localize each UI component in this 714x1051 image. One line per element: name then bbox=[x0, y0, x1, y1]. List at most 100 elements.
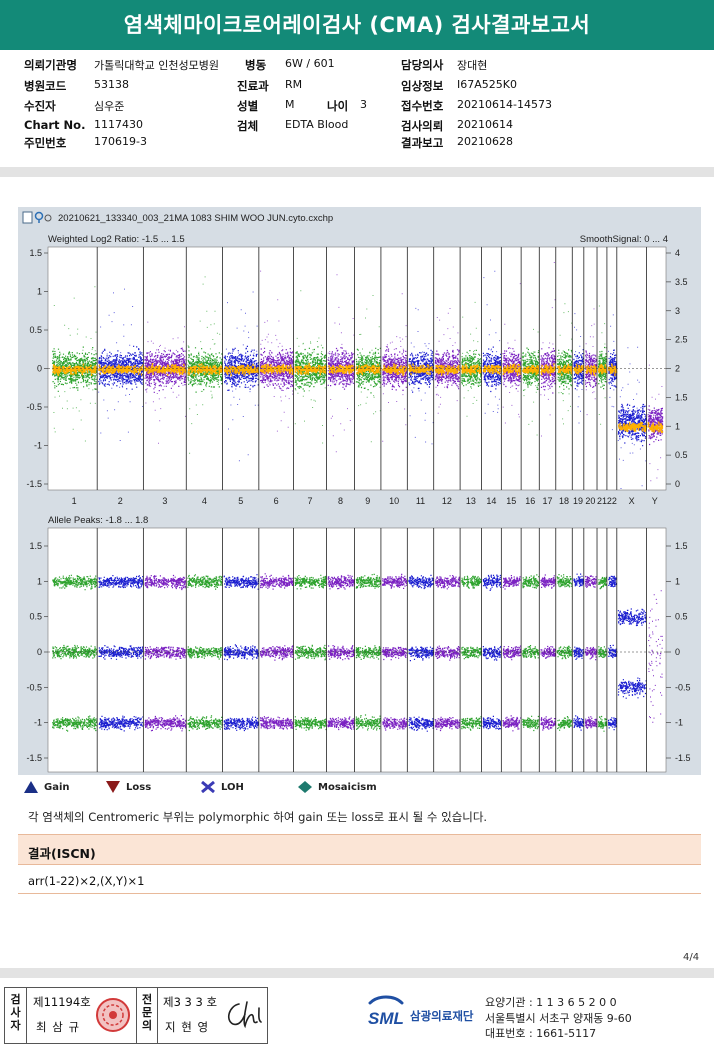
chromosome-label: 10 bbox=[389, 496, 399, 506]
allele-points-chr-3 bbox=[144, 574, 187, 732]
cma-figure: 20210621_133340_003_21MA 1083 SHIM WOO J… bbox=[18, 207, 701, 775]
chromosome-label: 11 bbox=[416, 496, 425, 506]
log2-outliers-chr-X bbox=[617, 346, 647, 489]
y2-tick-label: 2 bbox=[675, 364, 680, 374]
smooth-signal-chr-14 bbox=[482, 364, 502, 375]
y2-tick-label: 0.5 bbox=[675, 612, 688, 622]
loss-triangle-icon bbox=[106, 781, 120, 793]
log2-points-chr-9 bbox=[355, 347, 381, 394]
chromosome-label: 3 bbox=[162, 496, 167, 506]
y-tick-label: 1 bbox=[37, 576, 42, 586]
lab-role: 검사자 bbox=[5, 988, 27, 1043]
info-label: 접수번호 bbox=[401, 99, 444, 113]
info-label: 검체 bbox=[237, 119, 259, 133]
allele-points-chr-4 bbox=[187, 574, 223, 732]
chromosome-7-data bbox=[294, 290, 327, 731]
chromosome-17-data bbox=[540, 262, 556, 731]
chromosome-16-data bbox=[522, 328, 540, 732]
allele-points-chr-16 bbox=[522, 574, 540, 732]
smooth-signal-chr-5 bbox=[223, 363, 259, 377]
log2-points-chr-11 bbox=[408, 349, 434, 393]
md-name: 지 현 영 bbox=[165, 1020, 210, 1034]
y-tick-label: -1 bbox=[34, 718, 42, 728]
legend: Gain Loss LOH Mosaicism bbox=[18, 778, 701, 800]
y2-tick-label: 3.5 bbox=[675, 277, 688, 287]
info-value: 3 bbox=[360, 98, 367, 111]
result-heading: 결과(ISCN) bbox=[18, 834, 701, 865]
info-value: 20210614 bbox=[457, 118, 513, 131]
separator-band bbox=[0, 968, 714, 978]
allele-points-chr-5 bbox=[223, 574, 259, 732]
smooth-signal-chr-1 bbox=[52, 363, 97, 377]
md-role-text: 전문의 bbox=[141, 993, 153, 1032]
y2-tick-label: 2.5 bbox=[675, 335, 688, 345]
handwritten-signature bbox=[227, 1001, 262, 1029]
page-number: 4/4 bbox=[683, 952, 700, 963]
info-value: RM bbox=[285, 78, 303, 91]
chromosome-label: 21 bbox=[597, 496, 607, 506]
sml-logo: SML bbox=[368, 995, 404, 1028]
info-value: I67A525K0 bbox=[457, 78, 517, 91]
info-label: 수진자 bbox=[24, 99, 56, 113]
chromosome-6-data bbox=[259, 270, 294, 730]
info-label: 검사의뢰 bbox=[401, 119, 444, 133]
smooth-signal-chr-21 bbox=[598, 363, 608, 375]
chromosome-label: 16 bbox=[525, 496, 535, 506]
chromosome-label: 2 bbox=[118, 496, 123, 506]
chromosome-4-data bbox=[187, 276, 223, 732]
org-code: 요양기관 : 1 1 3 6 5 2 0 0 bbox=[485, 996, 617, 1009]
smooth-signal-chr-Y bbox=[647, 421, 664, 434]
chromosome-label: 12 bbox=[442, 496, 452, 506]
smooth-signal-chr-20 bbox=[585, 364, 598, 377]
allele-points-chr-19 bbox=[573, 573, 584, 731]
allele-points-chr-6 bbox=[259, 573, 294, 730]
chromosome-label: 6 bbox=[274, 496, 279, 506]
log2-outliers-chr-1 bbox=[53, 286, 98, 442]
legend-item-loh: LOH bbox=[201, 780, 244, 794]
allele-points-chr-8 bbox=[327, 574, 355, 731]
info-label: 병원코드 bbox=[24, 79, 67, 93]
org-address: 서울특별시 서초구 양재동 9-60 bbox=[485, 1012, 632, 1025]
allele-points-chr-15 bbox=[502, 575, 522, 732]
allele-points-chr-2 bbox=[98, 575, 144, 732]
centromere-note: 각 염색체의 Centromeric 부위는 polymorphic 하여 ga… bbox=[28, 810, 488, 824]
info-label: 의뢰기관명 bbox=[24, 58, 77, 72]
lab-license: 제11194호 bbox=[33, 995, 91, 1009]
chromosome-label: 13 bbox=[466, 496, 476, 506]
smooth-signal-chr-4 bbox=[187, 363, 223, 377]
y2-tick-label: -1.5 bbox=[675, 753, 691, 763]
info-value: 20210614-14573 bbox=[457, 98, 552, 111]
y2-tick-label: 0 bbox=[675, 647, 680, 657]
smooth-signal-chr-19 bbox=[573, 363, 585, 375]
allele-points-chr-10 bbox=[382, 573, 408, 731]
smooth-signal-chr-12 bbox=[434, 364, 460, 376]
cma-filename: 20210621_133340_003_21MA 1083 SHIM WOO J… bbox=[58, 213, 333, 224]
mosaicism-diamond-icon bbox=[298, 781, 312, 793]
smooth-signal-chr-11 bbox=[408, 363, 434, 376]
smooth-signal-chr-9 bbox=[355, 363, 382, 376]
log2-points-chr-10 bbox=[382, 346, 408, 391]
y-tick-label: -1.5 bbox=[26, 479, 42, 489]
result-iscn: arr(1-22)×2,(X,Y)×1 bbox=[18, 866, 701, 894]
info-label: 성별 bbox=[237, 99, 259, 113]
allele-points-chr-18 bbox=[556, 574, 573, 731]
y-tick-label: 0.5 bbox=[29, 612, 42, 622]
smooth-signal-chr-2 bbox=[98, 364, 144, 376]
legend-label: Gain bbox=[44, 782, 70, 793]
y-tick-label: 0 bbox=[37, 364, 42, 374]
chromosome-label: 15 bbox=[506, 496, 516, 506]
y-tick-label: 1.5 bbox=[29, 541, 42, 551]
signature-box: 검사자 제11194호 최 삼 규 전문의 제3 3 3 호 지 현 영 bbox=[4, 987, 268, 1044]
log2-outliers-chr-18 bbox=[558, 303, 573, 425]
chromosome-20-data bbox=[584, 308, 598, 729]
chromosome-11-data bbox=[408, 307, 434, 732]
chromosome-label: 18 bbox=[559, 496, 569, 506]
org-phone: 대표번호 : 1661-5117 bbox=[485, 1027, 597, 1040]
allele-points-chr-13 bbox=[461, 575, 482, 731]
chromosome-2-data bbox=[98, 288, 144, 732]
report-title: 염색체마이크로어레이검사 (CMA) 검사결과보고서 bbox=[0, 0, 714, 50]
log2-points-chr-6 bbox=[259, 347, 294, 391]
file-icons bbox=[22, 211, 52, 224]
org-name: 삼광의료재단 bbox=[410, 1009, 474, 1023]
chromosome-label: X bbox=[629, 496, 635, 506]
